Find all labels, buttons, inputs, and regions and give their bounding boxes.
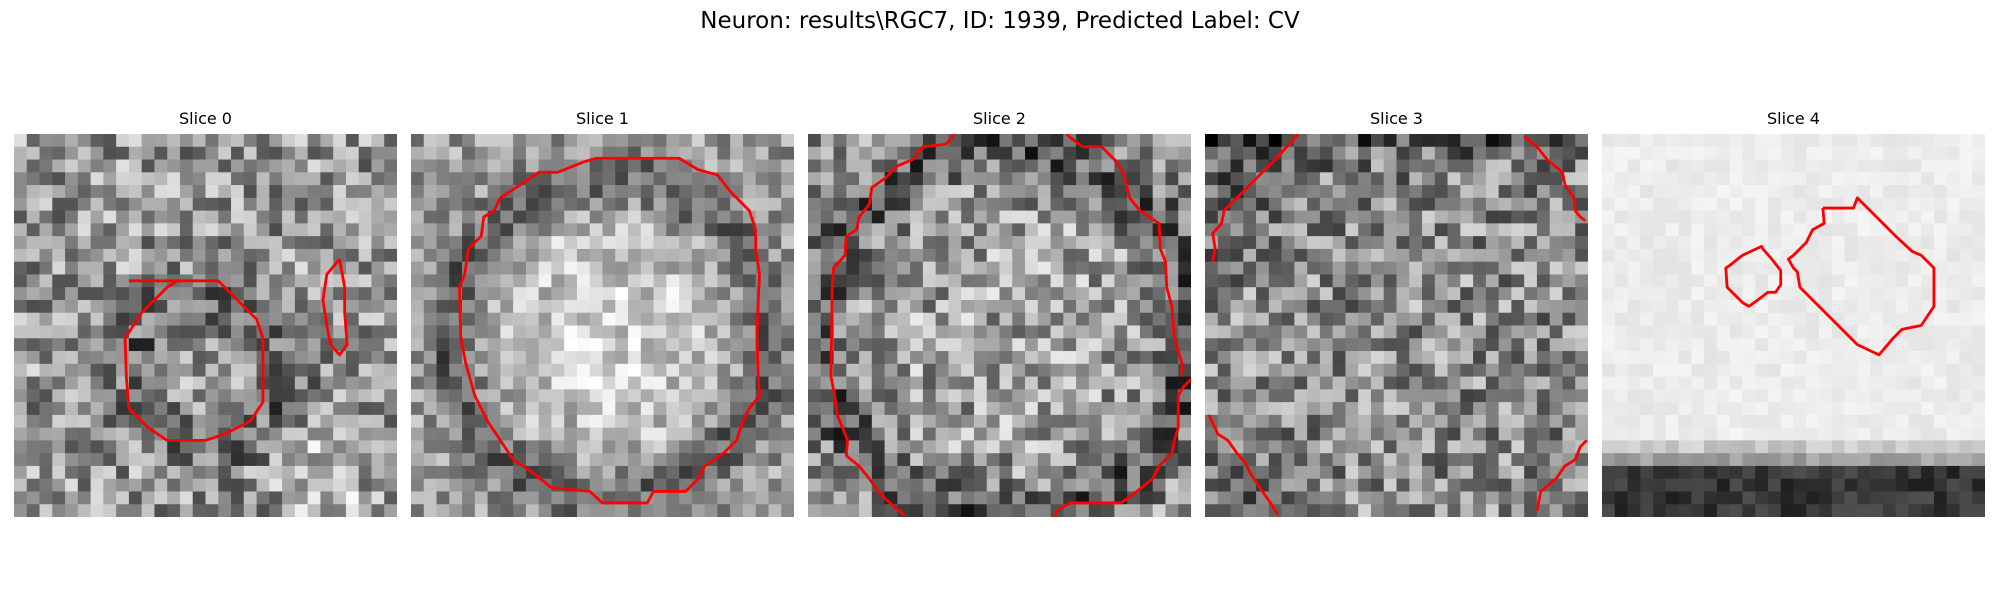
slice-0-image (14, 134, 397, 517)
slice-3-contour (1535, 439, 1588, 511)
slice-4-image (1602, 134, 1985, 517)
slice-3-title: Slice 3 (1370, 109, 1423, 128)
slice-4-panel (1602, 134, 1985, 517)
figure-title: Neuron: results\RGC7, ID: 1939, Predicte… (700, 8, 1300, 34)
slice-2-contour (1053, 378, 1191, 517)
slice-4-contour (1786, 196, 1936, 357)
slice-2-contours (829, 134, 1191, 517)
slice-3-image (1205, 134, 1588, 517)
slice-0-contour (321, 258, 349, 357)
slice-3-contour (1207, 414, 1279, 516)
slice-0-contour (123, 279, 265, 442)
slice-3-contours (1207, 134, 1588, 516)
slice-1-panel (411, 134, 794, 517)
slice-3-contour (1211, 134, 1300, 262)
slice-3-panel (1205, 134, 1588, 517)
slice-4-contour (1724, 244, 1783, 308)
slice-1-image (411, 134, 794, 517)
slice-2-panel (808, 134, 1191, 517)
slice-0-title: Slice 0 (179, 109, 232, 128)
slice-2-contour (829, 134, 956, 517)
slice-4-title: Slice 4 (1767, 109, 1820, 128)
slice-2-contour (1065, 134, 1184, 377)
slice-2-title: Slice 2 (973, 109, 1026, 128)
slice-1-contours (458, 156, 761, 505)
slice-0-panel (14, 134, 397, 517)
slice-4-contours (1724, 196, 1936, 357)
slice-3-contour (1523, 135, 1587, 222)
slice-1-contour (458, 156, 761, 505)
slice-2-image (808, 134, 1191, 517)
slice-0-contours (123, 258, 349, 442)
slice-1-title: Slice 1 (576, 109, 629, 128)
